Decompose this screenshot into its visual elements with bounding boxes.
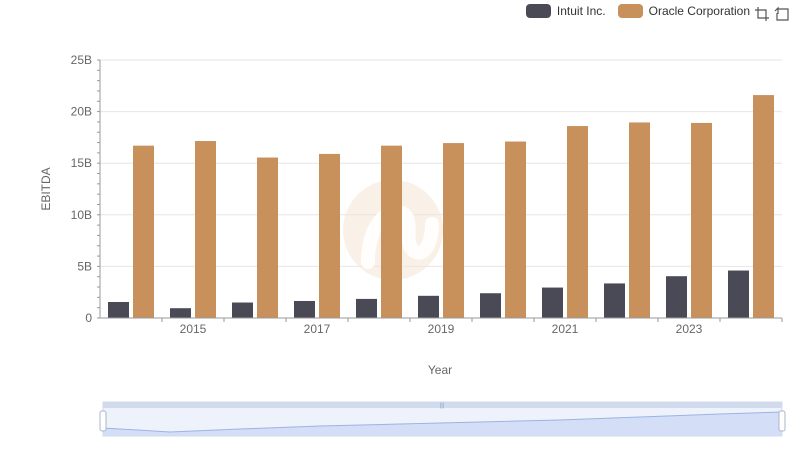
bar-oracle-2016[interactable] [257, 157, 278, 318]
bar-oracle-2020[interactable] [505, 141, 526, 318]
bar-intuit-2021[interactable] [542, 287, 563, 318]
zoom-handle-right[interactable] [778, 410, 786, 432]
bar-oracle-2023[interactable] [691, 122, 712, 319]
bar-intuit-2023[interactable] [666, 276, 687, 318]
axes: 0 5B 10B 15B 20B 25B 2015 2017 2019 2021 2023 [71, 53, 783, 336]
zoom-handle-left[interactable] [99, 410, 107, 432]
bar-intuit-2019[interactable] [418, 295, 439, 318]
legend-item-oracle[interactable]: Oracle Corporation [617, 4, 750, 18]
bars [108, 95, 774, 319]
x-axis-label: Year [428, 363, 452, 377]
y-tick-label: 10B [71, 208, 92, 222]
zoom-preview-line [102, 411, 783, 433]
legend-item-intuit[interactable]: Intuit Inc. [525, 4, 606, 18]
bar-intuit-2015[interactable] [170, 308, 191, 318]
grip-icon: ||| [440, 403, 445, 409]
bar-intuit-2018[interactable] [356, 298, 377, 318]
y-tick-label: 0 [85, 311, 92, 325]
bar-oracle-2018[interactable] [381, 145, 402, 318]
x-tick-label: 2015 [180, 322, 207, 336]
legend: Intuit Inc. Oracle Corporation [525, 4, 750, 18]
bar-intuit-2020[interactable] [480, 293, 501, 318]
y-tick-label: 15B [71, 156, 92, 170]
bar-intuit-2022[interactable] [604, 283, 625, 318]
zoom-icon[interactable] [754, 6, 770, 22]
bar-oracle-2015[interactable] [195, 141, 216, 318]
legend-label-oracle: Oracle Corporation [648, 4, 750, 18]
x-tick-label: 2023 [676, 322, 703, 336]
bar-oracle-2022[interactable] [629, 122, 650, 318]
legend-swatch-intuit [525, 4, 551, 18]
y-tick-label: 5B [77, 259, 92, 273]
bar-oracle-2024[interactable] [753, 95, 774, 318]
toolbox [754, 6, 790, 22]
bar-oracle-2019[interactable] [443, 143, 464, 318]
legend-label-intuit: Intuit Inc. [556, 4, 606, 18]
y-tick-label: 25B [71, 53, 92, 67]
y-axis-label: EBITDA [39, 167, 53, 210]
data-zoom-slider[interactable]: ||| [99, 401, 786, 437]
zoom-preview-area [103, 412, 782, 436]
bar-intuit-2017[interactable] [294, 300, 315, 318]
bar-oracle-2014[interactable] [133, 145, 154, 318]
bar-oracle-2021[interactable] [567, 126, 588, 318]
bar-intuit-2014[interactable] [108, 302, 129, 318]
x-tick-label: 2017 [304, 322, 331, 336]
x-tick-label: 2021 [552, 322, 579, 336]
legend-swatch-oracle [617, 4, 643, 18]
y-tick-label: 20B [71, 105, 92, 119]
restore-icon[interactable] [774, 6, 790, 22]
zoom-handle-bar[interactable] [103, 402, 782, 408]
x-tick-label: 2019 [428, 322, 455, 336]
bar-intuit-2016[interactable] [232, 302, 253, 318]
bar-intuit-2024[interactable] [728, 270, 749, 318]
bar-oracle-2017[interactable] [319, 153, 340, 318]
